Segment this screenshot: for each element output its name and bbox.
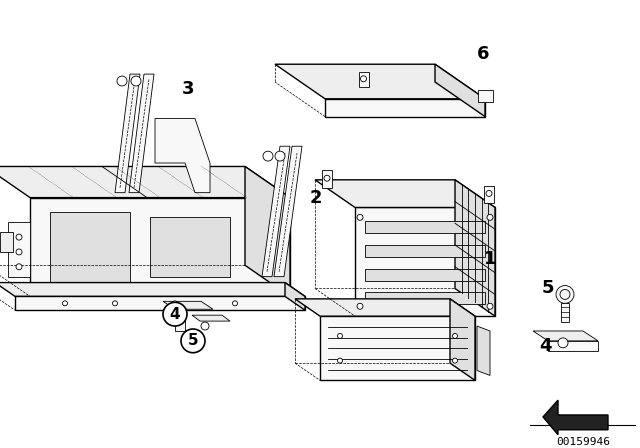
Text: 4: 4 <box>539 337 551 355</box>
Polygon shape <box>477 326 490 375</box>
Circle shape <box>337 358 342 363</box>
Circle shape <box>452 333 458 338</box>
Text: 6: 6 <box>477 45 489 63</box>
Polygon shape <box>192 315 230 321</box>
Circle shape <box>232 301 237 306</box>
Text: 4: 4 <box>170 307 180 322</box>
Circle shape <box>181 329 205 353</box>
Polygon shape <box>175 309 185 331</box>
Polygon shape <box>435 64 485 116</box>
Polygon shape <box>320 316 475 380</box>
Polygon shape <box>275 64 485 99</box>
Circle shape <box>324 175 330 181</box>
Circle shape <box>360 76 367 82</box>
Circle shape <box>176 315 184 323</box>
Circle shape <box>337 333 342 338</box>
Polygon shape <box>365 293 485 304</box>
Polygon shape <box>355 207 495 316</box>
Circle shape <box>263 151 273 161</box>
Circle shape <box>487 303 493 309</box>
Polygon shape <box>245 167 290 297</box>
Polygon shape <box>365 221 485 233</box>
Text: 5: 5 <box>541 280 554 297</box>
Polygon shape <box>150 217 230 276</box>
Circle shape <box>63 301 67 306</box>
Polygon shape <box>262 146 290 276</box>
Circle shape <box>113 301 118 306</box>
Polygon shape <box>561 303 569 322</box>
Circle shape <box>173 301 177 306</box>
Polygon shape <box>533 331 598 341</box>
Polygon shape <box>477 90 493 102</box>
Text: 3: 3 <box>182 80 195 98</box>
Circle shape <box>16 234 22 240</box>
Polygon shape <box>0 167 290 198</box>
Polygon shape <box>325 99 485 116</box>
Circle shape <box>16 249 22 255</box>
Circle shape <box>558 338 568 348</box>
Polygon shape <box>365 245 485 257</box>
Polygon shape <box>30 198 290 297</box>
Polygon shape <box>155 119 210 193</box>
Text: 00159946: 00159946 <box>556 437 610 447</box>
Polygon shape <box>358 72 369 87</box>
Polygon shape <box>129 74 154 193</box>
Polygon shape <box>115 74 140 193</box>
Circle shape <box>163 302 187 326</box>
Polygon shape <box>450 299 475 380</box>
Circle shape <box>357 215 363 220</box>
Circle shape <box>117 76 127 86</box>
Circle shape <box>487 215 493 220</box>
Polygon shape <box>315 180 495 207</box>
Polygon shape <box>274 146 302 276</box>
Circle shape <box>201 322 209 330</box>
Circle shape <box>357 303 363 309</box>
Polygon shape <box>15 297 305 310</box>
Polygon shape <box>484 185 494 203</box>
Polygon shape <box>8 222 30 276</box>
Circle shape <box>556 285 574 303</box>
Polygon shape <box>295 299 475 316</box>
Polygon shape <box>0 232 13 252</box>
Circle shape <box>16 264 22 270</box>
Polygon shape <box>455 180 495 316</box>
Polygon shape <box>0 283 305 297</box>
Text: 5: 5 <box>188 333 198 349</box>
Circle shape <box>131 76 141 86</box>
Circle shape <box>452 358 458 363</box>
Polygon shape <box>322 170 332 188</box>
Circle shape <box>486 190 492 196</box>
Polygon shape <box>543 400 608 435</box>
Polygon shape <box>50 212 130 282</box>
Polygon shape <box>163 302 213 309</box>
Polygon shape <box>548 341 598 351</box>
Polygon shape <box>365 269 485 280</box>
Text: 1: 1 <box>484 250 496 268</box>
Circle shape <box>275 151 285 161</box>
Text: 2: 2 <box>310 189 323 207</box>
Polygon shape <box>285 283 305 310</box>
